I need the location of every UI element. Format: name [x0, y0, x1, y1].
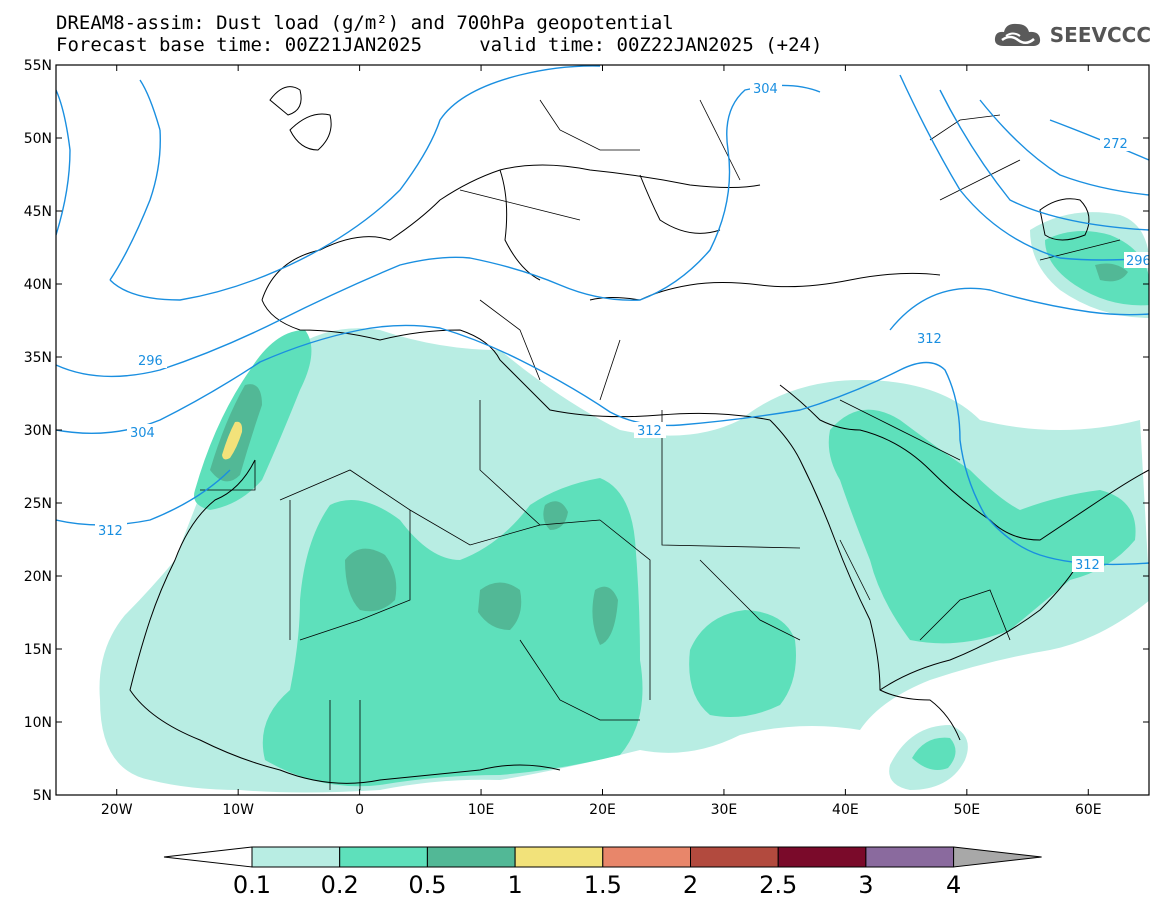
dust-area-high-caspian [1095, 263, 1128, 282]
country-borders [200, 99, 1121, 790]
contour-upper-atlantic [109, 79, 161, 281]
colorbar-level-label: 0.2 [321, 871, 359, 899]
contour-label-304-west: 304 [130, 426, 155, 441]
colorbar-level-label: 3 [858, 871, 873, 899]
contour-labels: 296 304 312 304 312 312 312 272 296 [95, 80, 1151, 573]
seevccc-logo: SEEVCCC [992, 20, 1151, 50]
dust-area-high-chad [478, 582, 522, 630]
longitude-axis: 20W 10W 0 10E 20E 30E 40E 50E 60E [101, 65, 1102, 818]
colorbar-level-label: 1 [507, 871, 522, 899]
geopotential-contours [56, 65, 1149, 566]
colorbar-segment [339, 846, 428, 868]
cloud-icon [994, 23, 1040, 46]
colorbar-segment [602, 846, 691, 868]
lat-tick-label: 30N [24, 423, 52, 439]
colorbar-segment [514, 846, 604, 868]
dust-area-low-tunisia [423, 351, 487, 389]
contour-280-ne [979, 99, 1149, 196]
lon-tick-label: 20E [589, 802, 616, 818]
colorbar-segment [251, 846, 341, 868]
lat-tick-label: 5N [33, 788, 52, 804]
colorbar-arrow-low [163, 846, 253, 868]
contour-312-south [56, 469, 231, 526]
lon-tick-label: 40E [832, 802, 859, 818]
lat-tick-label: 25N [24, 496, 52, 512]
lat-tick-label: 40N [24, 277, 52, 293]
colorbar-level-label: 2.5 [759, 871, 797, 899]
lat-tick-label: 55N [24, 58, 52, 74]
colorbar: 0.1 0.2 0.5 1 1.5 2 2.5 3 4 [163, 846, 1042, 899]
colorbar-segment [690, 846, 779, 868]
dust-area-peak-morocco [222, 421, 243, 460]
lat-tick-label: 15N [24, 642, 52, 658]
colorbar-segment [426, 846, 516, 868]
colorbar-segment [865, 846, 955, 868]
lon-tick-label: 50E [953, 802, 980, 818]
lon-tick-label: 60E [1075, 802, 1102, 818]
contour-296-west [56, 84, 821, 378]
colorbar-level-label: 1.5 [584, 871, 622, 899]
lon-tick-label: 30E [711, 802, 738, 818]
dust-area-mid-horn [912, 737, 956, 771]
dust-area-high-niger [345, 548, 397, 612]
contour-label-312-gulf: 312 [917, 332, 942, 347]
map-title: DREAM8-assim: Dust load (g/m²) and 700hP… [56, 12, 674, 34]
colorbar-arrow-high [953, 846, 1042, 868]
contour-label-272: 272 [1103, 137, 1128, 152]
contour-label-296-ne: 296 [1126, 254, 1151, 269]
dust-field: 296 304 312 304 312 312 312 272 296 [56, 65, 1151, 793]
dust-area-high-sudan [592, 586, 618, 645]
lat-tick-label: 20N [24, 569, 52, 585]
contour-272-ne [1049, 119, 1149, 161]
logo-text: SEEVCCC [1049, 23, 1151, 47]
contour-288-ne [939, 89, 1149, 231]
contour-label-312-mid: 312 [637, 424, 662, 439]
contour-304-west [56, 324, 681, 435]
colorbar-level-label: 2 [683, 871, 698, 899]
colorbar-level-label: 0.1 [233, 871, 271, 899]
contour-312-east [679, 361, 1149, 566]
lat-tick-label: 45N [24, 204, 52, 220]
colorbar-level-label: 4 [946, 871, 961, 899]
lat-tick-label: 35N [24, 350, 52, 366]
colorbar-level-label: 0.5 [408, 871, 446, 899]
lat-tick-label: 50N [24, 131, 52, 147]
dust-area-mid-sudan [689, 610, 796, 718]
lon-tick-label: 0 [355, 802, 364, 818]
lon-tick-label: 10E [468, 802, 495, 818]
lon-tick-label: 10W [222, 802, 254, 818]
contour-296-ne [899, 74, 1149, 261]
map-subtitle: Forecast base time: 00Z21JAN2025 valid t… [56, 34, 823, 56]
contour-304-ne [889, 287, 1149, 331]
contour-label-296-west: 296 [138, 354, 163, 369]
dust-area-mid-arabia [828, 409, 1136, 644]
contour-label-304-north: 304 [753, 82, 778, 97]
latitude-axis: 55N 50N 45N 40N 35N 30N 25N 20N 15N 10N 5N [24, 58, 1149, 804]
contour-label-312-east: 312 [1075, 558, 1100, 573]
contour-296-europe [109, 65, 601, 301]
contour-label-312-west: 312 [98, 524, 123, 539]
contour-304-north [56, 89, 71, 236]
colorbar-segment [777, 846, 867, 868]
lon-tick-label: 20W [101, 802, 133, 818]
lat-tick-label: 10N [24, 715, 52, 731]
